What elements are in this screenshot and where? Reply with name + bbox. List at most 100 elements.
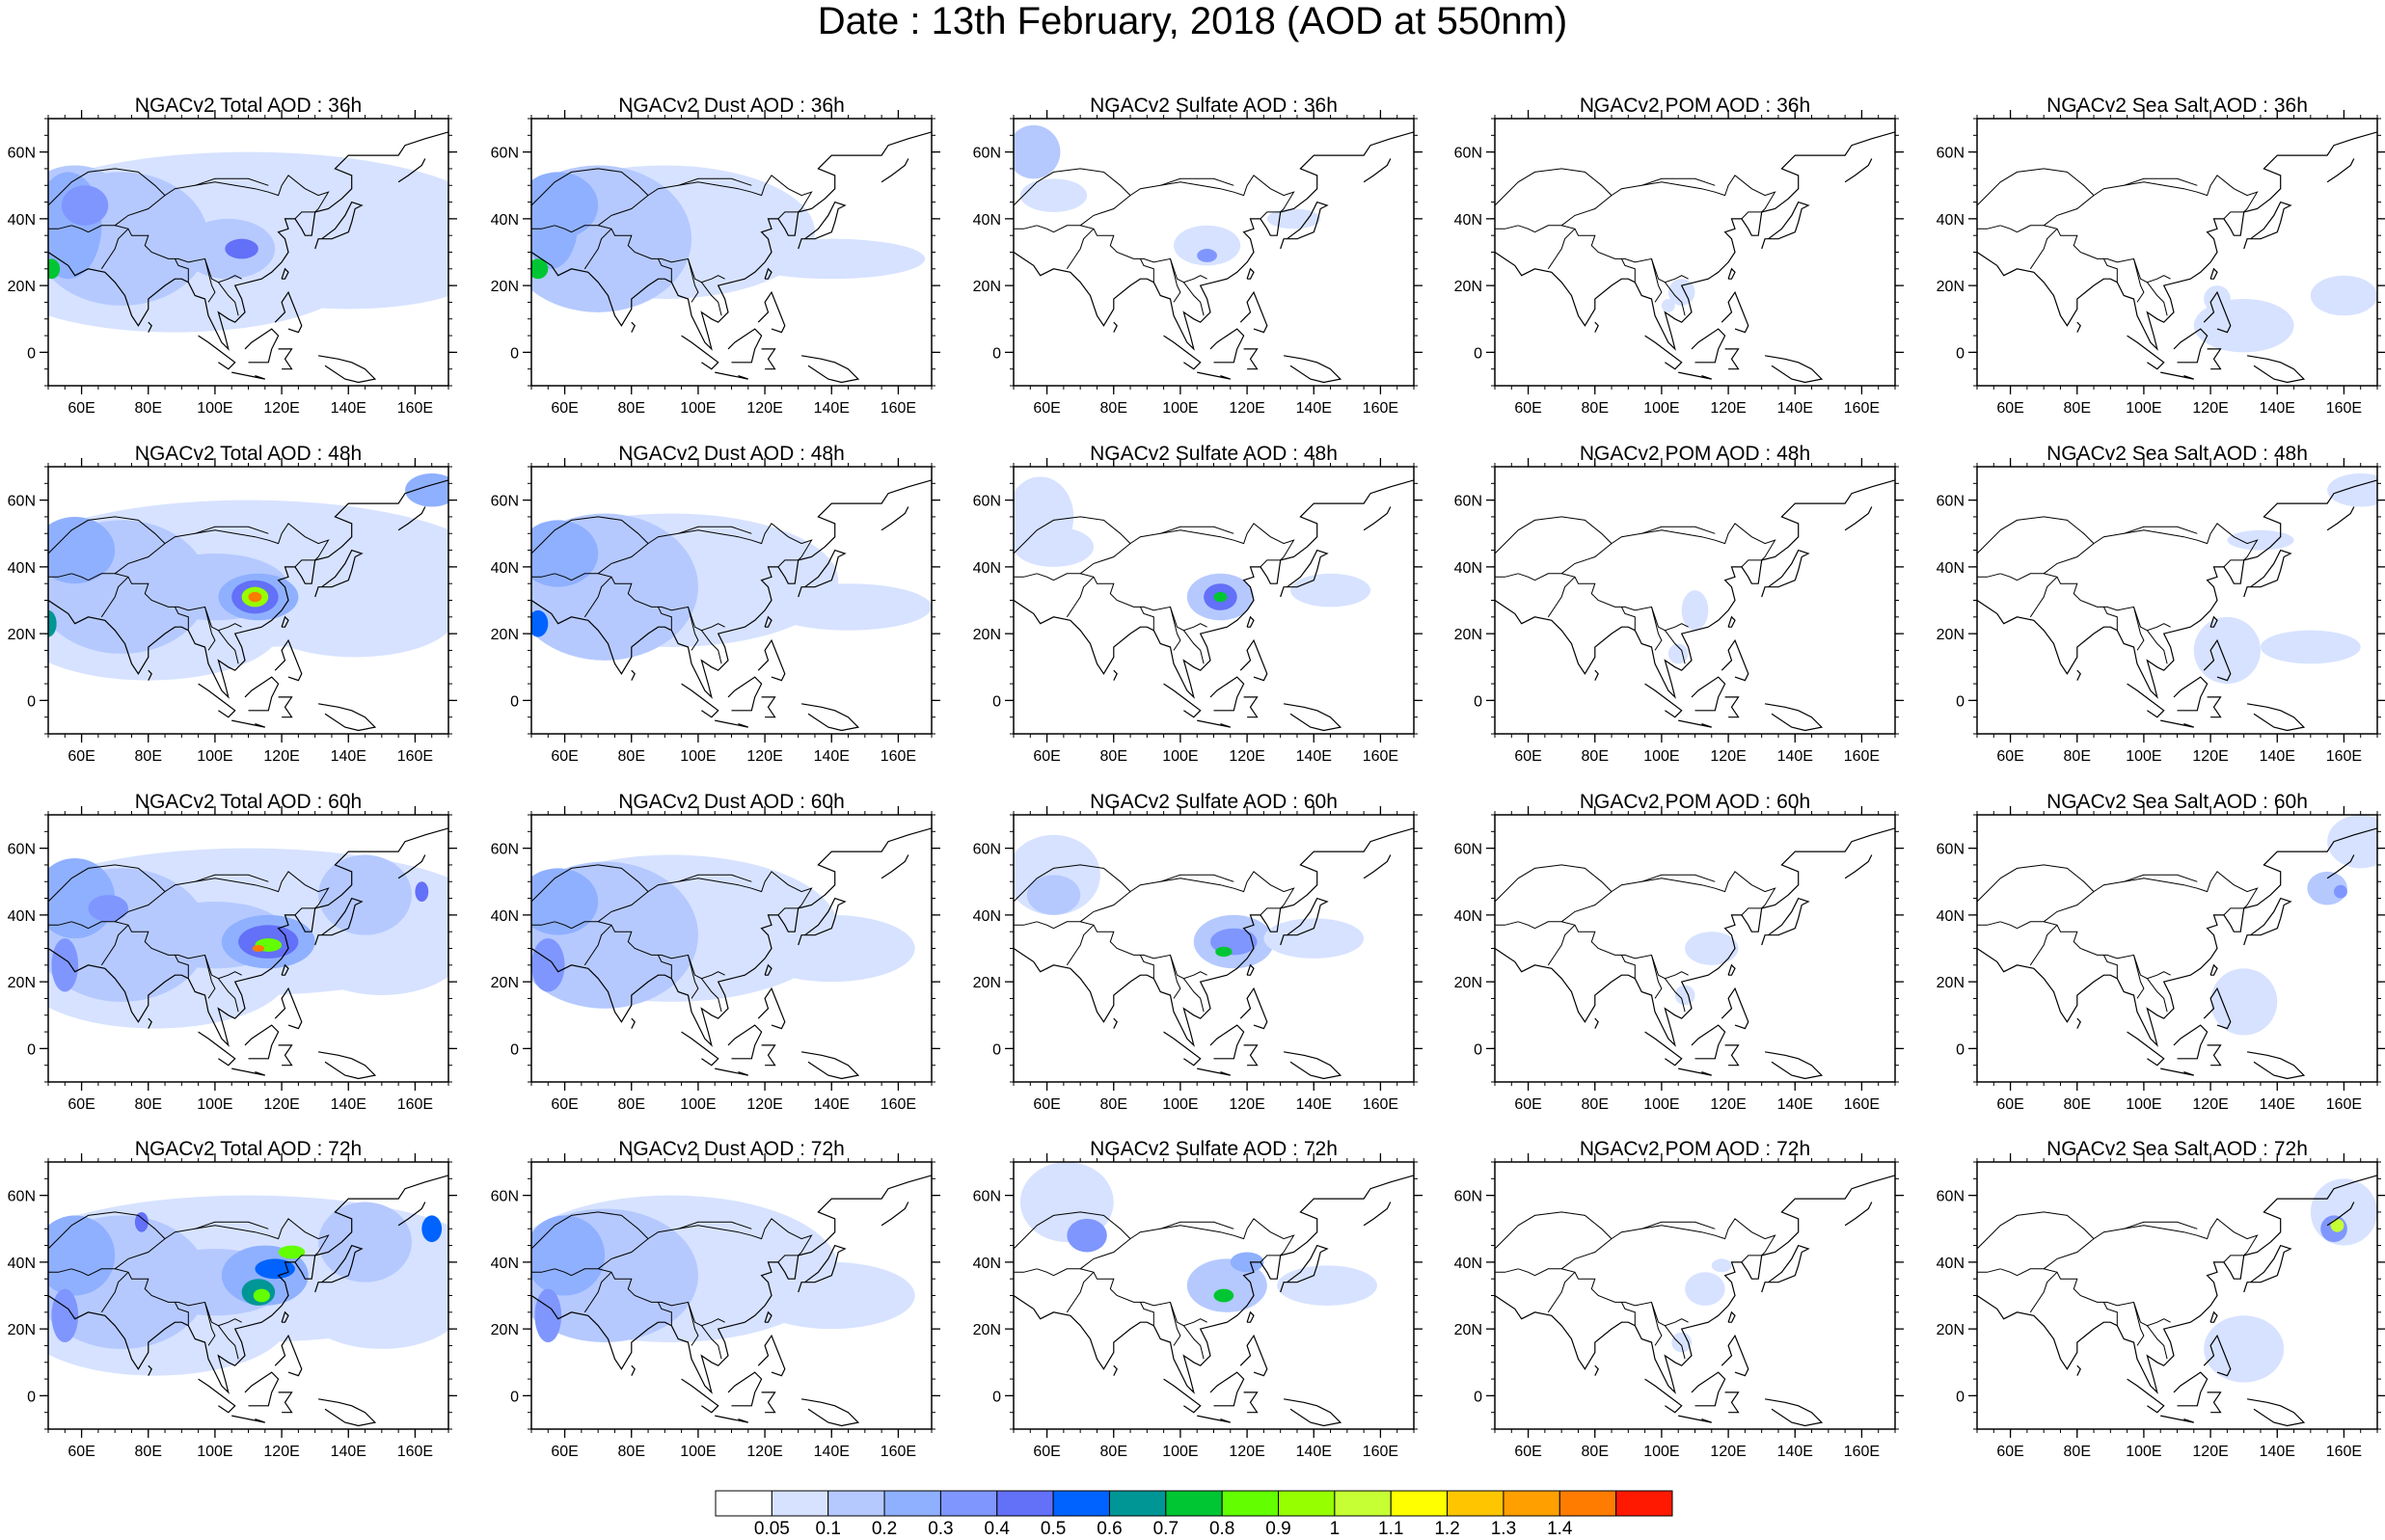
aod-shading [48, 609, 57, 637]
lat-tick-label: 20N [1454, 627, 1482, 643]
lat-tick-label: 0 [510, 1389, 519, 1405]
lon-tick-label: 160E [881, 1096, 916, 1113]
lon-tick-label: 140E [1777, 400, 1813, 417]
coastline [2160, 1415, 2194, 1423]
map-panel: NGACv2 Sulfate AOD : 60h 60E 80E 100E 120E 14… [973, 791, 1423, 1113]
coastline [727, 676, 763, 712]
aod-shading [51, 938, 79, 992]
country-border [1183, 630, 1205, 664]
map-panel: NGACv2 Total AOD : 36h 60E 80E 100E 120E 140E… [8, 95, 457, 417]
lon-tick-label: 60E [1033, 400, 1060, 417]
coastline [278, 1044, 293, 1067]
country-border [1170, 1302, 1181, 1346]
lon-tick-label: 60E [1996, 400, 2023, 417]
country-border [1495, 516, 1613, 554]
lon-tick-label: 100E [1162, 1096, 1198, 1113]
lon-tick-label: 100E [2126, 748, 2161, 765]
lat-tick-label: 60N [1454, 494, 1482, 510]
lon-tick-label: 100E [197, 400, 232, 417]
coastline [198, 1031, 236, 1067]
coastline [2207, 696, 2222, 718]
coastline [198, 335, 236, 370]
country-border [48, 168, 166, 206]
country-border [531, 921, 556, 926]
country-border [174, 258, 189, 283]
lat-tick-label: 60N [1937, 146, 1965, 162]
aod-shading [1681, 590, 1709, 631]
colorbar-label: 0.9 [1265, 1519, 1291, 1539]
lon-tick-label: 120E [1710, 748, 1746, 765]
lon-tick-label: 80E [1100, 748, 1127, 765]
coastline [1977, 479, 2377, 699]
country-border [2000, 225, 2018, 233]
coastline [1644, 683, 1683, 718]
lat-tick-label: 40N [973, 1256, 1001, 1272]
lon-tick-label: 160E [2326, 400, 2362, 417]
coastline [1761, 1244, 1810, 1293]
coastline [2247, 1051, 2306, 1080]
lon-tick-label: 80E [135, 748, 162, 765]
country-border [1977, 921, 2001, 926]
lat-tick-label: 0 [1956, 693, 1965, 710]
country-border [2133, 258, 2145, 303]
coastline [727, 328, 763, 364]
lon-tick-label: 60E [1996, 1444, 2023, 1460]
country-border [114, 523, 330, 575]
country-border [583, 576, 612, 618]
aod-shading [1215, 946, 1233, 958]
coastline [715, 719, 748, 728]
lon-tick-label: 120E [2192, 1444, 2228, 1460]
country-border [71, 573, 89, 581]
aod-shading [531, 938, 565, 992]
map-panel: NGACv2 Dust AOD : 48h 60E 80E 100E 120E 140E 1… [491, 443, 940, 765]
lat-tick-label: 40N [8, 560, 36, 577]
lon-tick-label: 100E [680, 400, 716, 417]
lon-tick-label: 80E [618, 1096, 645, 1113]
country-border [1139, 258, 1154, 283]
country-border [2124, 874, 2198, 882]
lon-tick-label: 160E [2326, 1096, 2362, 1113]
country-border [100, 1271, 129, 1313]
country-border [1620, 955, 1636, 979]
coastline [531, 479, 932, 699]
country-border [571, 1268, 725, 1327]
coastline [1239, 1334, 1268, 1377]
coastline [1014, 131, 1414, 351]
country-border [1977, 168, 2095, 206]
aod-shading [2193, 298, 2294, 353]
country-border [114, 1218, 330, 1270]
lat-tick-label: 0 [1474, 693, 1482, 710]
coastline [278, 696, 293, 718]
lon-tick-label: 120E [2192, 1096, 2228, 1113]
lon-tick-label: 140E [2260, 1096, 2295, 1113]
lat-tick-label: 20N [1454, 1322, 1482, 1338]
country-border [657, 258, 672, 283]
aod-shading [2310, 275, 2377, 316]
colorbar-label: 0.8 [1208, 1519, 1235, 1539]
coastline [2209, 615, 2218, 628]
country-border [2147, 282, 2168, 316]
country-border [48, 516, 166, 554]
panel-title: NGACv2 Sulfate AOD : 72h [1090, 1138, 1338, 1160]
country-border [531, 1211, 649, 1250]
lat-tick-label: 20N [973, 279, 1001, 295]
coastline [1644, 1031, 1683, 1067]
lon-tick-label: 100E [2126, 1096, 2161, 1113]
coastline [1284, 1051, 1342, 1080]
coastline [1495, 131, 1895, 351]
lat-tick-label: 40N [973, 212, 1001, 229]
lon-tick-label: 120E [263, 400, 299, 417]
coastline [715, 1415, 748, 1423]
coastline [1363, 158, 1392, 183]
coastline [631, 669, 636, 681]
country-border [597, 523, 813, 575]
lat-tick-label: 40N [1454, 560, 1482, 577]
country-border [2029, 576, 2058, 618]
lon-tick-label: 120E [1710, 1096, 1746, 1113]
country-border [2017, 225, 2171, 284]
lat-tick-label: 0 [1474, 1041, 1482, 1058]
coastline [1280, 897, 1329, 946]
country-border [1014, 864, 1131, 903]
country-border [583, 228, 612, 270]
colorbar-swatch [1447, 1490, 1504, 1517]
